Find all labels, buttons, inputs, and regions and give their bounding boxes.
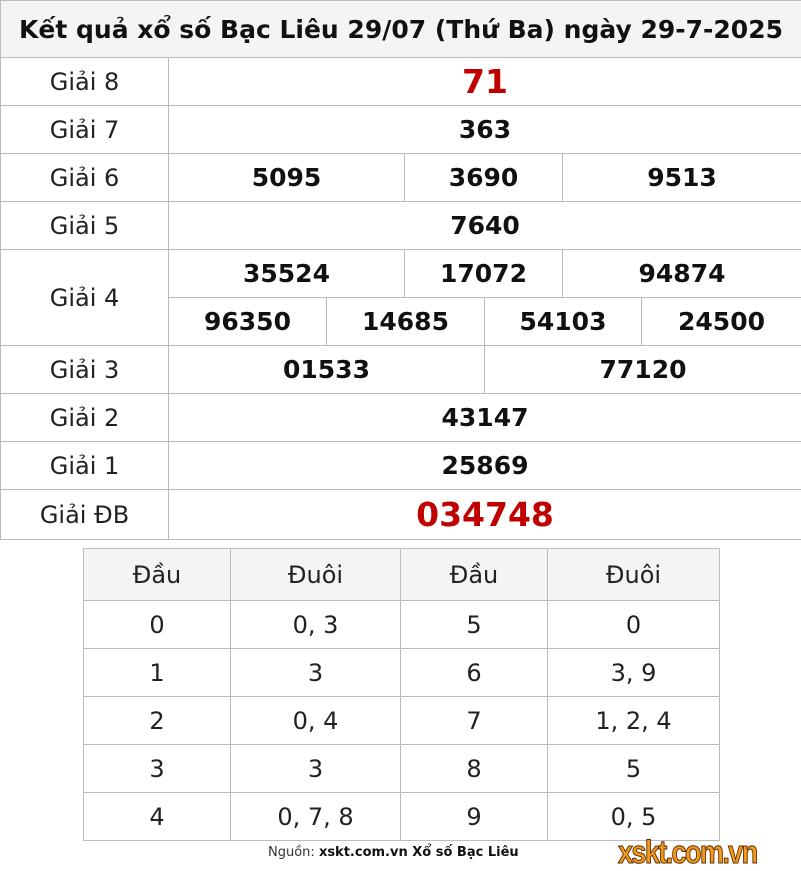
loto-cell: 5 — [548, 745, 720, 793]
loto-cell: 0 — [548, 601, 720, 649]
loto-cell: 0, 4 — [231, 697, 401, 745]
special-prize-value: 034748 — [169, 490, 801, 540]
loto-header: Đuôi — [231, 549, 401, 601]
prize-value: 54103 — [485, 298, 642, 346]
loto-cell: 3 — [231, 745, 401, 793]
loto-cell: 3, 9 — [548, 649, 720, 697]
loto-cell: 3 — [231, 649, 401, 697]
loto-cell: 0, 3 — [231, 601, 401, 649]
prize-label: Giải 3 — [1, 346, 169, 394]
results-table: Kết quả xổ số Bạc Liêu 29/07 (Thứ Ba) ng… — [0, 0, 801, 540]
loto-cell: 9 — [401, 793, 548, 841]
prize-value: 3690 — [405, 154, 563, 202]
prize-value: 14685 — [327, 298, 485, 346]
loto-cell: 1, 2, 4 — [548, 697, 720, 745]
prize-label: Giải 7 — [1, 106, 169, 154]
loto-header: Đầu — [84, 549, 231, 601]
prize-value: 24500 — [642, 298, 801, 346]
prize-value: 17072 — [405, 250, 563, 298]
prize-label: Giải ĐB — [1, 490, 169, 540]
loto-header: Đầu — [401, 549, 548, 601]
loto-cell: 8 — [401, 745, 548, 793]
prize-label: Giải 4 — [1, 250, 169, 346]
prize-value: 43147 — [169, 394, 801, 442]
prize-value: 363 — [169, 106, 801, 154]
prize-label: Giải 8 — [1, 58, 169, 106]
prize-value: 94874 — [563, 250, 801, 298]
prize-value: 96350 — [169, 298, 327, 346]
loto-cell: 1 — [84, 649, 231, 697]
loto-cell: 6 — [401, 649, 548, 697]
prize-value: 71 — [169, 58, 801, 106]
prize-value: 77120 — [485, 346, 801, 394]
prize-value: 5095 — [169, 154, 405, 202]
source-note: Nguồn: xskt.com.vn Xổ số Bạc Liêu — [268, 845, 519, 860]
prize-value: 01533 — [169, 346, 485, 394]
source-link[interactable]: xskt.com.vn Xổ số Bạc Liêu — [319, 845, 519, 860]
loto-cell: 0, 7, 8 — [231, 793, 401, 841]
prize-value: 9513 — [563, 154, 801, 202]
prize-label: Giải 6 — [1, 154, 169, 202]
loto-header: Đuôi — [548, 549, 720, 601]
prize-label: Giải 2 — [1, 394, 169, 442]
page-title: Kết quả xổ số Bạc Liêu 29/07 (Thứ Ba) ng… — [1, 1, 801, 58]
loto-cell: 4 — [84, 793, 231, 841]
xskt-logo: xskt.com.vn — [618, 834, 757, 871]
prize-label: Giải 1 — [1, 442, 169, 490]
prize-label: Giải 5 — [1, 202, 169, 250]
loto-cell: 2 — [84, 697, 231, 745]
loto-cell: 0 — [84, 601, 231, 649]
prize-value: 7640 — [169, 202, 801, 250]
prize-value: 35524 — [169, 250, 405, 298]
source-prefix: Nguồn: — [268, 845, 315, 860]
loto-cell: 7 — [401, 697, 548, 745]
prize-value: 25869 — [169, 442, 801, 490]
loto-cell: 5 — [401, 601, 548, 649]
loto-cell: 3 — [84, 745, 231, 793]
